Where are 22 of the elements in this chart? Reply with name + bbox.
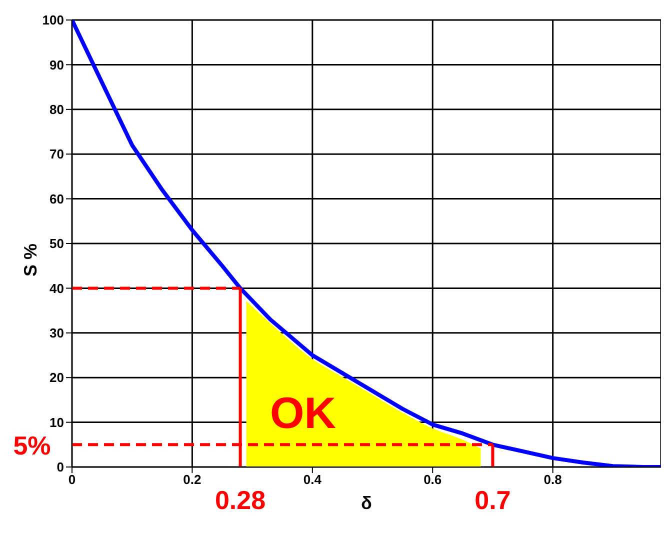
y-axis-title: S %: [20, 244, 40, 277]
y-tick-label: 70: [50, 146, 64, 162]
x-tick-label: 0: [68, 472, 76, 488]
y-tick-label: 40: [50, 280, 64, 296]
annotation: 5%: [13, 430, 51, 461]
y-tick-label: 10: [50, 414, 64, 430]
x-axis-title: δ: [361, 493, 372, 513]
y-tick-label: 20: [50, 370, 64, 386]
annotation: OK: [270, 389, 336, 438]
y-tick-label: 60: [50, 191, 64, 206]
x-tick-label: 0.4: [303, 472, 322, 488]
x-tick-label: 0.2: [183, 472, 202, 488]
annotation: 0.7: [474, 485, 511, 515]
y-tick-label: 80: [50, 102, 64, 118]
y-tick-label: 0: [56, 460, 64, 475]
x-tick-label: 0.8: [544, 472, 562, 488]
y-tick-label: 50: [50, 236, 64, 252]
y-tick-label: 90: [50, 57, 64, 72]
y-tick-label: 30: [50, 326, 64, 341]
x-tick-label: 0.6: [424, 472, 442, 488]
y-tick-label: 100: [42, 12, 64, 28]
annotation: 0.28: [214, 485, 266, 515]
